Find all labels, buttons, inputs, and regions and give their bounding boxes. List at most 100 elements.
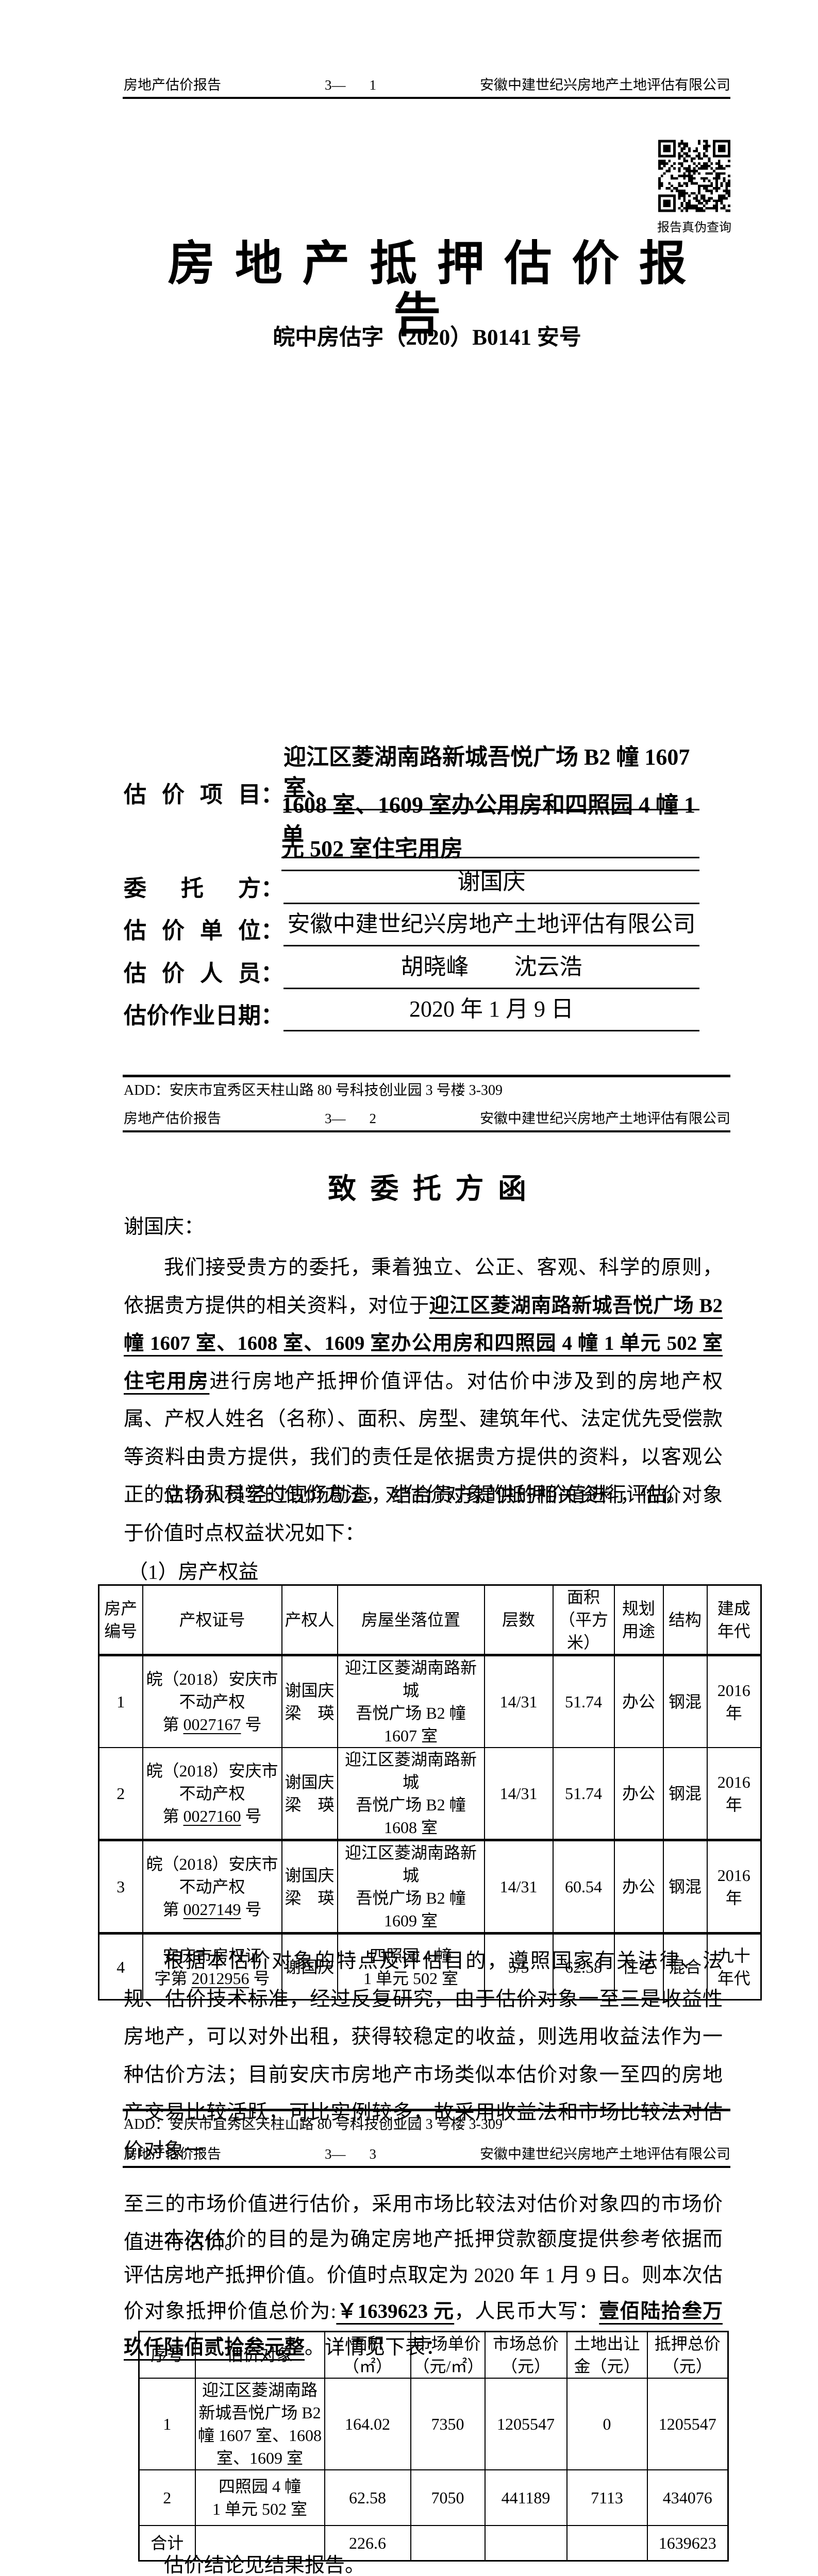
table-cell: 合计 bbox=[138, 2525, 196, 2561]
paragraph-text: 进行房地产抵押价值评估。对估价中涉及到的房地产权属、产权人姓名（名称）、面积、房… bbox=[124, 1370, 723, 1506]
page-prefix: 3— bbox=[325, 1111, 346, 1126]
page-prefix: 3— bbox=[325, 77, 346, 93]
table-cell: 住宅 bbox=[613, 1933, 664, 2001]
table-row: 2 四照园 4 幢 1 单元 502 室 62.58 7050 441189 7113 43… bbox=[138, 2469, 729, 2526]
table-cell: 迎江区菱湖南路 新城吾悦广场 B2 幢 1607 室、1608 室、1609 室 bbox=[194, 2378, 325, 2470]
header-page-number: 3— 3 bbox=[325, 2146, 376, 2162]
table-cell: 4 bbox=[98, 1933, 143, 2001]
field-colon: ： bbox=[261, 1003, 283, 1028]
field-value: 胡晓峰 沈云浩 bbox=[283, 952, 699, 989]
paragraph-text: 本次估价的目的是为确定房地产抵押贷款额度提供参考依据而评估房地产抵押价值。价值时… bbox=[124, 2228, 723, 2323]
header-company: 安徽中建世纪兴房地产土地评估有限公司 bbox=[480, 2146, 730, 2162]
table-cell: 谢国庆 梁 瑛 bbox=[281, 1839, 338, 1934]
footer-rule bbox=[123, 2109, 730, 2111]
table-header-cell: 面积 （平方米） bbox=[552, 1584, 615, 1656]
table-cell bbox=[194, 2525, 325, 2561]
field-value-line: 元 502 室住宅用房 bbox=[281, 834, 699, 871]
table-cell: 皖（2018）安庆市 不动产权 第 0027167 号 bbox=[142, 1654, 282, 1748]
table-cell: 434076 bbox=[646, 2469, 729, 2526]
table-cell: 60.54 bbox=[552, 1839, 615, 1934]
table-cell: 62.58 bbox=[324, 2469, 411, 2526]
page2-header: 房地产估价报告 3— 2 安徽中建世纪兴房地产土地评估有限公司 bbox=[124, 1111, 730, 1126]
report-title: 房地产抵押估价报告 bbox=[168, 238, 707, 342]
table-header-cell: 结构 bbox=[662, 1584, 708, 1656]
field-colon: ： bbox=[261, 961, 283, 986]
header-doc-label: 房地产估价报告 bbox=[124, 2146, 221, 2162]
paragraph-methodology-part2: 至三的市场价值进行估价，采用市场比较法对估价对象四的市场价值进行估价。 bbox=[124, 2193, 723, 2253]
table-cell: 2 bbox=[98, 1747, 143, 1841]
table-row: 合计 226.6 1639623 bbox=[138, 2525, 729, 2561]
table-cell: 办公 bbox=[613, 1747, 664, 1841]
header-rule bbox=[123, 97, 730, 99]
paragraph-text: 我们接受贵方的委托，秉着独立、公正、客观、科学的原则，依据贵方提供的相关资料，对… bbox=[124, 1257, 723, 1317]
table-row: 4 安庆市房权证 字第 2012956 号谢国庆 四照园 4 幢 1 单元 502 … bbox=[98, 1933, 762, 2001]
table-cell: 5/5 bbox=[483, 1933, 554, 2001]
letter-salutation: 谢国庆： bbox=[124, 1216, 205, 1238]
table-cell: 51.74 bbox=[552, 1654, 615, 1748]
table-cell bbox=[410, 2525, 486, 2561]
certificate-number: 2012956 bbox=[191, 1969, 249, 1988]
table-cell: 谢国庆 bbox=[281, 1933, 338, 2001]
section-title-property-rights: （1）房产权益 bbox=[128, 1561, 259, 1583]
table-cell: 皖（2018）安庆市 不动产权 第 0027149 号 bbox=[142, 1839, 282, 1934]
report-number: 皖中房估字（2020）B0141 安号 bbox=[273, 326, 581, 350]
header-page-number: 3— 1 bbox=[325, 77, 376, 93]
paragraph-methodology-part1: 根据本估价对象的特点及评估目的，遵照国家有关法律、法规、估价技术标准，经过反复研… bbox=[124, 1950, 723, 2162]
table-cell: 迎江区菱湖南路新城 吾悦广场 B2 幢 1607 室 bbox=[337, 1654, 485, 1748]
table-cell: 混合 bbox=[662, 1933, 708, 2001]
table-cell: 安庆市房权证 字第 2012956 号 bbox=[142, 1933, 282, 2001]
table-cell: 1639623 bbox=[646, 2525, 729, 2561]
header-page-number: 3— 2 bbox=[325, 1111, 376, 1126]
table-header-cell: 土地出让 金（元） bbox=[566, 2331, 648, 2379]
page-prefix: 3— bbox=[325, 2146, 346, 2162]
field-colon: ： bbox=[261, 918, 283, 943]
table-cell: 钢混 bbox=[662, 1747, 708, 1841]
paragraph-engagement: 我们接受贵方的委托，秉着独立、公正、客观、科学的原则，依据贵方提供的相关资料，对… bbox=[124, 1249, 723, 1514]
table-cell: 14/31 bbox=[483, 1747, 554, 1841]
table-cell: 226.6 bbox=[324, 2525, 411, 2561]
table-cell: 办公 bbox=[613, 1839, 664, 1934]
certificate-number: 0027149 bbox=[183, 1900, 241, 1919]
table-cell: 四照园 4 幢 1 单元 502 室 bbox=[194, 2469, 325, 2526]
table-row: 1 皖（2018）安庆市 不动产权 第 0027167 号谢国庆 梁 瑛迎江区菱湖… bbox=[98, 1654, 762, 1748]
total-value-amount: ￥1639623 元 bbox=[336, 2300, 455, 2323]
table-cell: 四照园 4 幢 1 单元 502 室 bbox=[337, 1933, 485, 2001]
field-label: 委托方 bbox=[124, 876, 261, 901]
table-cell: 1205547 bbox=[484, 2378, 567, 2470]
table-cell: 7350 bbox=[410, 2378, 486, 2470]
table-header-cell: 市场总价 （元） bbox=[484, 2331, 567, 2379]
page-num: 1 bbox=[369, 77, 377, 93]
field-colon: ： bbox=[261, 782, 283, 807]
page3-header: 房地产估价报告 3— 3 安徽中建世纪兴房地产土地评估有限公司 bbox=[124, 2146, 730, 2162]
property-description-underlined: 迎江区菱湖南路新城吾悦广场 B2 幢 1607 室、1608 室、1609 室办… bbox=[124, 1294, 723, 1393]
paragraph-conclusion-note: 估价结论见结果报告。 bbox=[164, 2554, 365, 2576]
table-row: 2 皖（2018）安庆市 不动产权 第 0027160 号谢国庆 梁 瑛迎江区菱湖… bbox=[98, 1747, 762, 1841]
field-value: 安徽中建世纪兴房地产土地评估有限公司 bbox=[283, 909, 699, 946]
header-doc-label: 房地产估价报告 bbox=[124, 77, 221, 93]
table-cell: 1 bbox=[98, 1654, 143, 1748]
table-cell: 办公 bbox=[613, 1654, 664, 1748]
table-cell: 迎江区菱湖南路新城 吾悦广场 B2 幢 1609 室 bbox=[337, 1839, 485, 1934]
field-project: 估价项目 ： 迎江区菱湖南路新城吾悦广场 B2 幢 1607 室、 bbox=[124, 742, 699, 810]
table-header-cell: 层数 bbox=[483, 1584, 554, 1656]
table-cell bbox=[484, 2525, 567, 2561]
field-label: 估价作业日期 bbox=[124, 1003, 261, 1028]
page2-footer-address: ADD：安庆市宜秀区天柱山路 80 号科技创业园 3 号楼 3-309 bbox=[124, 2116, 503, 2132]
table-row: 3 皖（2018）安庆市 不动产权 第 0027149 号谢国庆 梁 瑛迎江区菱湖… bbox=[98, 1839, 762, 1934]
table-cell: 14/31 bbox=[483, 1654, 554, 1748]
certificate-number: 0027167 bbox=[183, 1715, 241, 1734]
table-header-cell: 市场单价 （元/㎡） bbox=[410, 2331, 486, 2379]
table-cell: 1205547 bbox=[646, 2378, 729, 2470]
field-value: 谢国庆 bbox=[283, 867, 699, 904]
table-header-cell: 房产 编号 bbox=[98, 1584, 143, 1656]
page1-footer-address: ADD：安庆市宜秀区天柱山路 80 号科技创业园 3 号楼 3-309 bbox=[124, 1082, 503, 1098]
table-cell: 62.58 bbox=[552, 1933, 615, 2001]
letter-title: 致委托方函 bbox=[327, 1173, 541, 1205]
field-colon: ： bbox=[261, 876, 283, 901]
field-date: 估价作业日期 ： 2020 年 1 月 9 日 bbox=[124, 994, 699, 1031]
table-cell bbox=[566, 2525, 648, 2561]
table-header-cell: 估价对象 bbox=[194, 2331, 325, 2379]
table-header-cell: 建成 年代 bbox=[706, 1584, 762, 1656]
field-label: 估价项目 bbox=[124, 782, 261, 807]
table-cell: 迎江区菱湖南路新城 吾悦广场 B2 幢 1608 室 bbox=[337, 1747, 485, 1841]
